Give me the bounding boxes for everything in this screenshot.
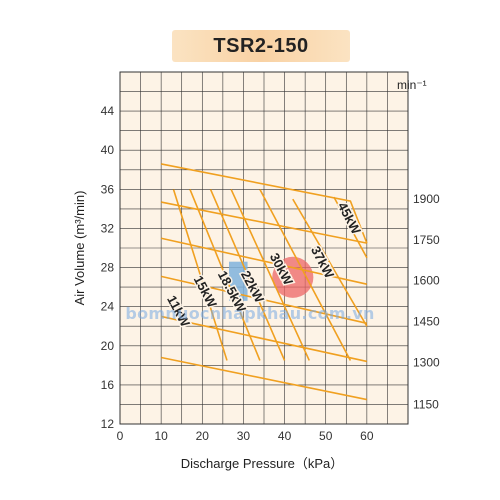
speed-line-1750 bbox=[160, 201, 368, 244]
y-tick-label: 28 bbox=[101, 261, 115, 275]
right-axis-labels: 1900 1750 1600 1450 1300 1150 bbox=[413, 192, 440, 411]
watermark: bomnuocnhapkhau.com.vn bbox=[125, 304, 375, 323]
power-line-11kW bbox=[172, 189, 228, 361]
x-tick-label: 10 bbox=[154, 429, 168, 443]
y-axis-ticks: 12 16 20 24 28 32 36 40 44 bbox=[101, 104, 115, 431]
right-axis-label: 1150 bbox=[413, 397, 439, 411]
chart-title: TSR2-150 bbox=[213, 34, 309, 57]
highlight-blue-region bbox=[229, 261, 248, 301]
x-tick-label: 60 bbox=[360, 429, 374, 443]
power-line-18.5kW bbox=[209, 189, 286, 361]
curves bbox=[160, 163, 368, 401]
right-axis-label: 1450 bbox=[413, 314, 440, 328]
highlight-red-region bbox=[272, 256, 314, 298]
x-tick-label: 0 bbox=[117, 429, 124, 443]
y-tick-label: 12 bbox=[101, 417, 115, 431]
x-axis-ticks: 0 10 20 30 40 50 60 bbox=[117, 429, 374, 443]
power-line-30kW bbox=[259, 188, 352, 361]
right-axis-label: 1750 bbox=[413, 233, 440, 247]
y-axis-label: Air Volume (m³/min) bbox=[72, 191, 87, 306]
power-line-15kW bbox=[189, 189, 261, 361]
speed-line-1900 bbox=[160, 163, 368, 244]
y-tick-label: 24 bbox=[101, 300, 115, 314]
x-tick-label: 30 bbox=[237, 429, 251, 443]
x-tick-label: 20 bbox=[196, 429, 210, 443]
power-line-37kW bbox=[292, 198, 368, 327]
speed-line-1300 bbox=[160, 315, 368, 363]
right-axis-label: 1600 bbox=[413, 273, 440, 287]
y-tick-label: 16 bbox=[101, 378, 115, 392]
x-tick-label: 40 bbox=[278, 429, 292, 443]
plot-frame bbox=[119, 71, 409, 425]
y-tick-label: 32 bbox=[101, 221, 115, 235]
x-tick-label: 50 bbox=[319, 429, 333, 443]
right-axis-unit: min⁻¹ bbox=[397, 78, 427, 92]
y-tick-label: 40 bbox=[101, 143, 115, 157]
y-tick-label: 44 bbox=[101, 104, 115, 118]
right-axis-label: 1900 bbox=[413, 192, 440, 206]
highlight-regions bbox=[229, 256, 314, 301]
power-line-45kW bbox=[333, 196, 368, 259]
y-tick-label: 20 bbox=[101, 339, 115, 353]
speed-line-1450 bbox=[160, 275, 368, 325]
power-line-22kW bbox=[230, 189, 310, 361]
speed-line-1150 bbox=[160, 356, 368, 401]
y-tick-label: 36 bbox=[101, 182, 115, 196]
chart-title-banner: TSR2-150 bbox=[172, 30, 350, 62]
right-axis-label: 1300 bbox=[413, 355, 440, 369]
x-axis-label: Discharge Pressure（kPa） bbox=[181, 456, 344, 471]
